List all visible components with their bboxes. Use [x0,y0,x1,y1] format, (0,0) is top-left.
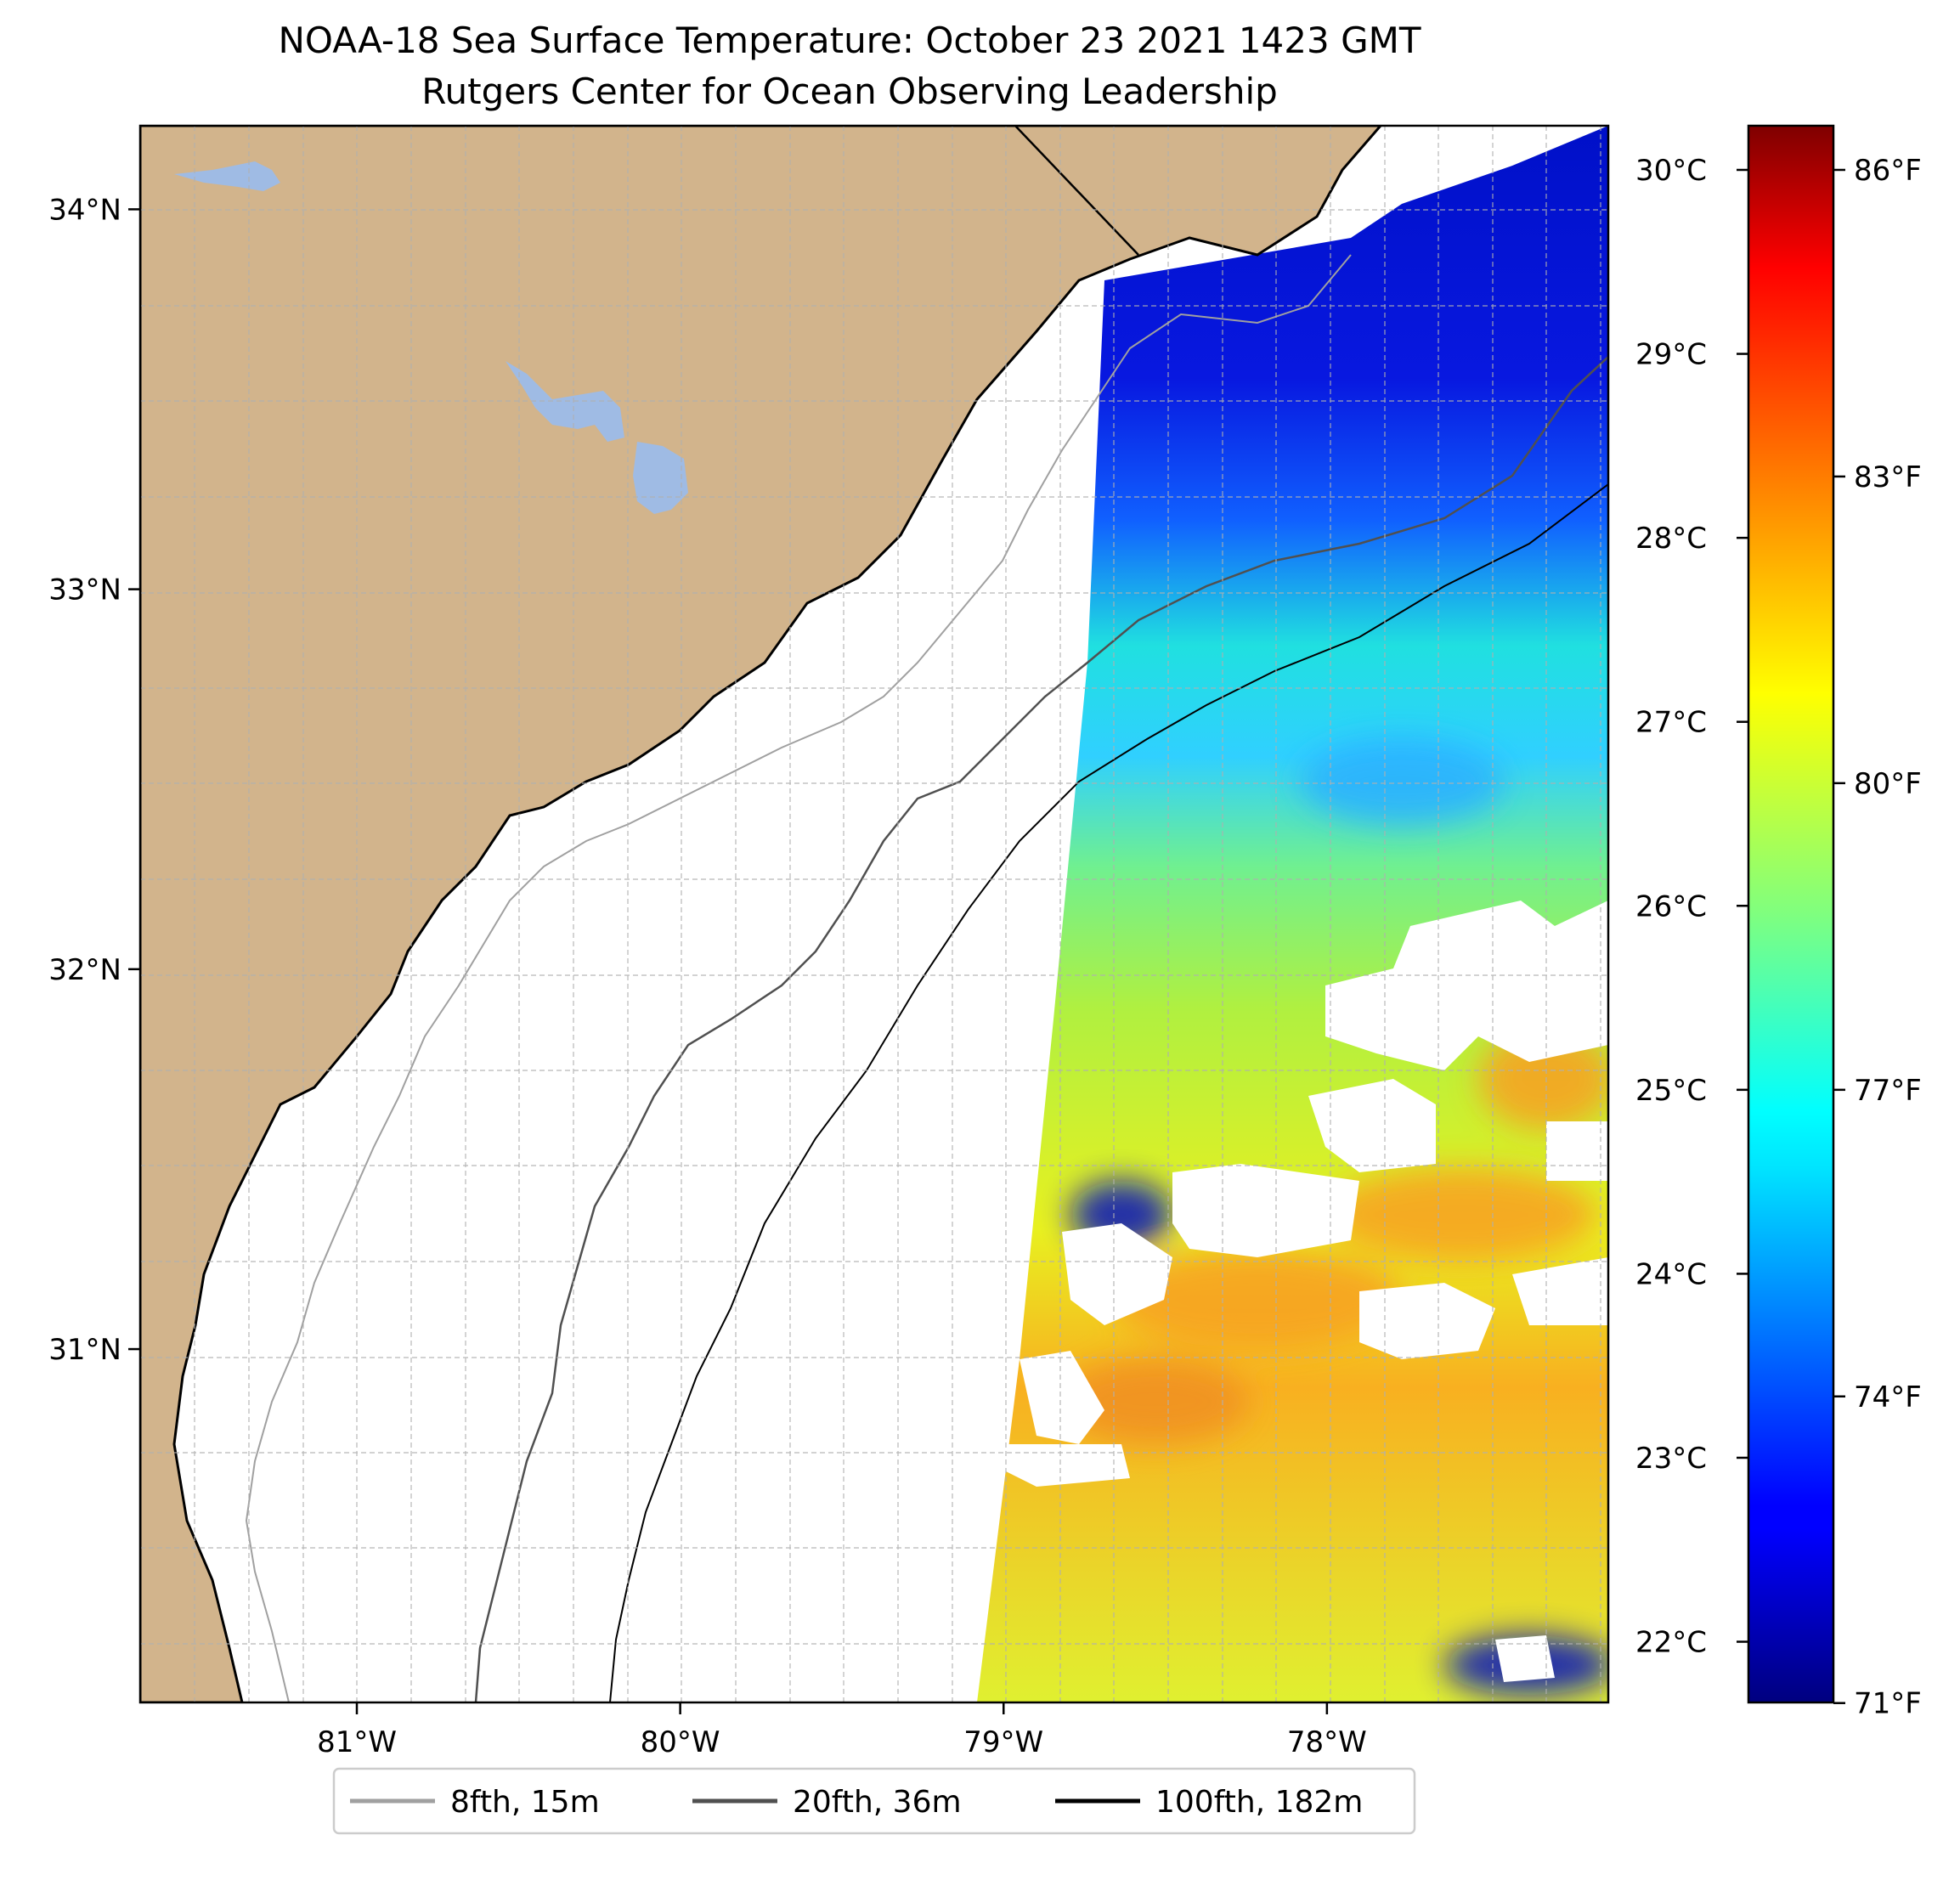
colorbar-c-label: 22°C [1635,1626,1707,1660]
legend-label-20fth: 20fth, 36m [793,1785,962,1820]
cloud-gap [1020,1351,1104,1444]
isobath-8fth [245,254,1352,1702]
land [140,126,1382,1702]
colorbar-celsius-axis: 30°C 29°C 28°C 27°C 26°C 25°C 24°C 23°C 22°C [1635,154,1748,1660]
colorbar-c-label: 23°C [1635,1442,1707,1476]
x-tick-label: 80°W [641,1725,720,1759]
cloud-gap [1495,1635,1555,1682]
cloud-gap [1308,1079,1436,1172]
warm-patch [1062,1359,1249,1444]
x-axis: 81°W 80°W 79°W 78°W [317,1702,1367,1759]
colorbar-f-label: 80°F [1854,767,1922,801]
lake [174,161,280,191]
x-tick-label: 81°W [317,1725,397,1759]
colorbar-c-label: 25°C [1635,1074,1707,1108]
colorbar [1747,124,1835,1704]
lake [633,442,688,514]
state-border [1014,126,1139,256]
gridlines [140,126,1608,1702]
legend-label-8fth: 8fth, 15m [450,1785,600,1820]
y-tick-label: 34°N [48,193,121,227]
warm-patch [1478,1028,1608,1130]
colorbar-f-label: 74°F [1854,1380,1922,1414]
colorbar-c-label: 29°C [1635,338,1707,372]
colorbar-c-label: 30°C [1635,154,1707,188]
y-tick-label: 33°N [48,573,121,607]
map-area [140,126,1608,1702]
cool-patch [1300,739,1504,824]
colorbar-f-label: 77°F [1854,1074,1922,1108]
map-frame [138,124,1610,1704]
cloud-gap [1512,1257,1608,1325]
y-axis: 34°N 33°N 32°N 31°N [48,193,140,1367]
isobath-20fth [474,356,1608,1702]
warm-patch [1325,1168,1597,1262]
colorbar-f-label: 86°F [1854,154,1922,188]
x-tick-label: 78°W [1287,1725,1367,1759]
cloud-gap [1325,900,1608,1070]
cloud-gap [1359,1283,1495,1359]
cloud-gap [1003,1444,1130,1487]
warm-patch [1113,1249,1402,1351]
colorbar-c-label: 28°C [1635,522,1707,556]
isobath-100fth [609,483,1608,1702]
legend-label-100fth: 100fth, 182m [1155,1785,1363,1820]
cloud-gap [1546,1121,1608,1181]
colorbar-c-label: 26°C [1635,889,1707,923]
sst-swath [977,126,1608,1702]
colorbar-fahrenheit-axis: 86°F 83°F 80°F 77°F 74°F 71°F [1833,154,1922,1721]
colorbar-f-label: 71°F [1854,1687,1922,1721]
cloud-gap [1172,1164,1359,1257]
chart-title: NOAA-18 Sea Surface Temperature: October… [278,20,1421,61]
chart-subtitle: Rutgers Center for Ocean Observing Leade… [421,71,1278,112]
colorbar-f-label: 83°F [1854,460,1922,494]
legend-frame [332,1767,1416,1835]
legend: 8fth, 15m 20fth, 36m 100fth, 182m [332,1767,1416,1835]
cloud-gap [1062,1223,1172,1325]
colorbar-c-label: 24°C [1635,1257,1707,1291]
colorbar-c-label: 27°C [1635,706,1707,740]
x-tick-label: 79°W [963,1725,1043,1759]
y-tick-label: 32°N [48,953,121,987]
y-tick-label: 31°N [48,1333,121,1367]
